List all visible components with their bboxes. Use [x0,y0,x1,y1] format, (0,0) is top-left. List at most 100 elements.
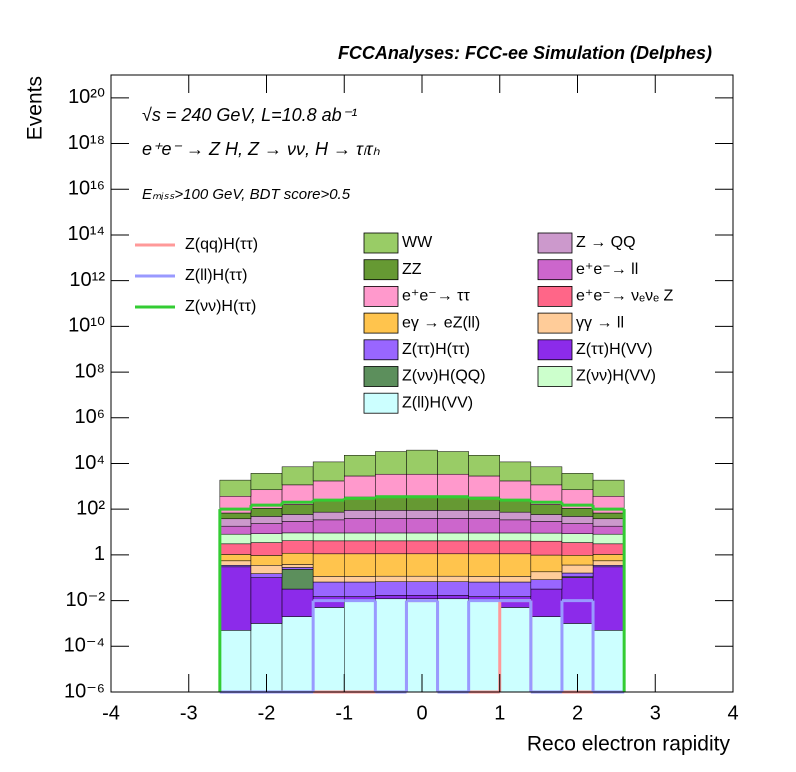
bar [592,533,625,545]
bar [375,598,407,693]
y-tick-label: 10⁻² [66,589,106,611]
bar [530,554,563,573]
y-tick-label: 10⁸ [74,360,105,382]
x-tick-label: -4 [102,702,120,724]
bar [437,518,469,534]
bar [281,532,314,541]
bar [406,581,438,596]
bar [499,480,532,502]
x-tick-label: -3 [180,702,198,724]
bar [312,540,345,555]
bar [344,510,376,519]
bar [499,461,532,482]
bar [592,525,625,535]
bar [375,595,407,600]
bar [344,581,376,597]
bar [281,564,314,568]
bar [219,554,252,562]
bar [561,523,594,534]
bar [530,504,563,515]
y-tick-label: 10⁻⁶ [64,680,105,702]
legend-label: Z → QQ [576,234,636,251]
bar [530,571,563,580]
legend-swatch [363,366,399,387]
legend-label: Z(νν)H(ττ) [185,298,256,315]
bar [406,575,438,582]
bar [499,540,532,555]
bar [344,475,376,498]
bar [344,532,376,542]
bar [499,500,532,513]
bar [219,560,252,566]
bar [312,553,345,577]
bar [561,572,594,577]
bar [250,516,283,524]
bar [250,573,283,578]
bar [312,532,345,542]
bar [499,581,532,597]
bar [375,473,407,496]
bar [530,466,563,486]
y-tick-label: 10²⁰ [68,86,105,108]
bar [219,630,252,693]
legend-swatch [537,339,573,361]
bar [250,523,283,534]
bar [375,553,407,577]
bar [281,569,314,590]
x-tick-label: -1 [335,702,353,724]
legend-swatch [363,232,399,254]
bar [437,510,469,519]
bar [561,542,594,556]
legend-label: Z(ll)H(VV) [402,394,473,411]
plot-area [218,449,626,694]
bar [375,540,407,555]
x-tick-label: 4 [727,702,738,724]
bar [406,473,438,496]
bar [530,521,563,534]
bar [375,532,407,542]
bar [312,500,345,513]
bar [281,540,314,554]
bar [437,451,469,475]
bar [406,532,438,542]
legend-swatch [537,259,573,281]
bar [219,533,252,545]
bar [530,532,563,542]
bar [406,518,438,534]
x-tick-label: 2 [572,702,583,724]
bar [375,518,407,534]
bar [250,533,283,543]
legend-label: Z(νν)H(QQ) [402,368,486,385]
legend-label: Z(qq)H(ττ) [185,236,258,253]
bar [219,566,252,631]
bar [468,576,500,583]
bar [530,588,563,617]
legend-label: e⁺e⁻→ ττ [402,288,470,305]
bar [592,543,625,555]
bar [344,576,376,583]
y-tick-label: 10⁶ [75,406,105,428]
bar [468,518,500,534]
bar [468,455,500,477]
bar [437,553,469,577]
bar [406,510,438,519]
bar [468,532,500,542]
legend-label: e⁺e⁻→ νₑνₑ Z [576,288,673,305]
bar [281,552,314,565]
bar [312,461,345,482]
bar [219,512,252,520]
legend-swatch [363,312,399,334]
bar [344,455,376,477]
x-tick-label: -2 [258,702,276,724]
bar [281,567,314,570]
x-axis-label: Reco electron rapidity [527,733,731,756]
bar [344,600,376,693]
bar [312,480,345,502]
bar [344,553,376,577]
y-tick-label: 10² [76,497,105,519]
bar [561,473,594,491]
bar [437,473,469,496]
bar [468,553,500,577]
bar [406,553,438,577]
